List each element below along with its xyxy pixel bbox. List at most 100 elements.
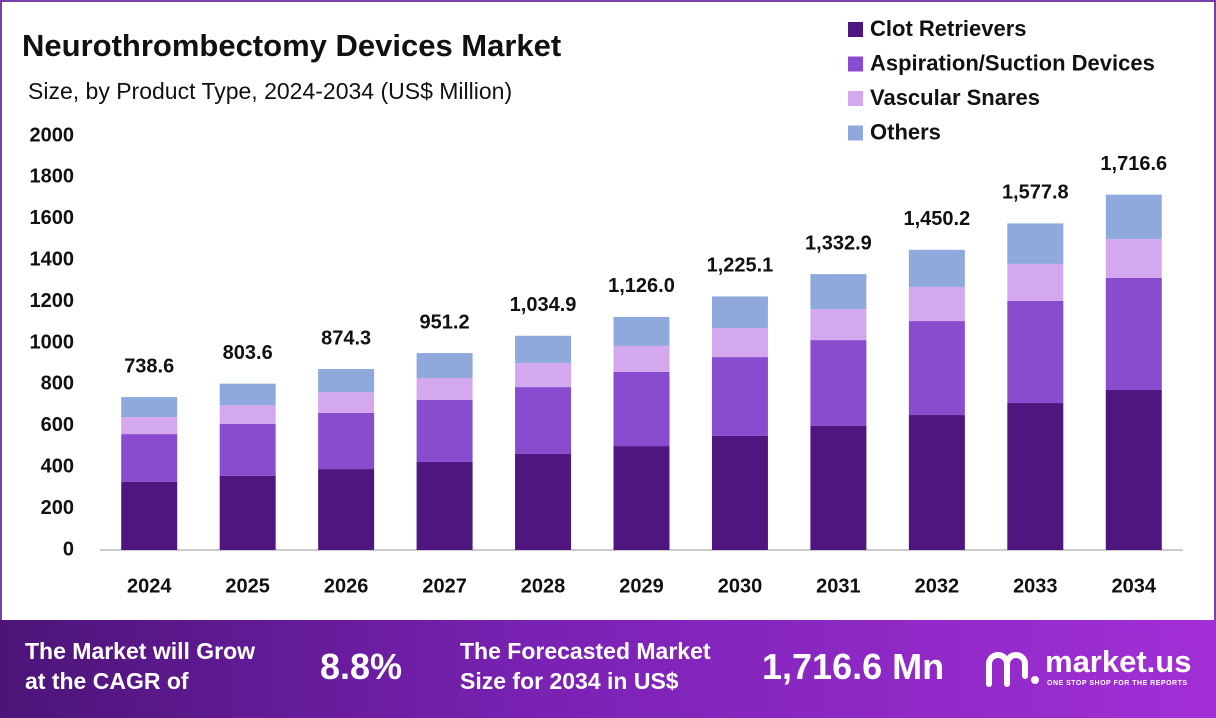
bar-segment <box>219 405 276 424</box>
bar-segment <box>1007 403 1064 550</box>
legend-swatch <box>848 22 863 37</box>
cagr-value: 8.8% <box>320 646 403 687</box>
forecast-text: The Forecasted Market Size for 2034 in U… <box>460 636 711 696</box>
legend-swatch <box>848 125 863 141</box>
bar-segment <box>219 475 276 550</box>
x-tick-label: 2029 <box>619 575 664 597</box>
legend-swatch <box>848 91 863 106</box>
brand-name: market.us <box>1045 644 1192 679</box>
bar-segment <box>416 399 473 463</box>
bar-segment <box>515 335 572 364</box>
total-label: 1,225.1 <box>707 255 774 277</box>
x-tick-label: 2024 <box>127 575 172 597</box>
bar-segment <box>1105 278 1162 390</box>
y-tick-label: 1600 <box>30 207 75 229</box>
total-label: 1,577.8 <box>1002 182 1069 204</box>
y-tick-label: 800 <box>41 373 74 395</box>
bar-segment <box>515 387 572 454</box>
legend-label: Others <box>870 119 941 144</box>
total-label: 803.6 <box>223 342 273 364</box>
brand-logo <box>986 652 1039 687</box>
bar-segment <box>219 423 276 476</box>
x-tick-label: 2033 <box>1013 575 1058 597</box>
y-tick-label: 2000 <box>30 124 75 146</box>
bar-segment <box>908 321 965 416</box>
frame <box>0 0 1216 620</box>
total-label: 1,450.2 <box>903 208 970 230</box>
bar-segment <box>121 397 178 418</box>
chart: Neurothrombectomy Devices Market Size, b… <box>0 0 1216 620</box>
total-label: 738.6 <box>124 355 174 377</box>
chart-title: Neurothrombectomy Devices Market <box>22 28 561 63</box>
bar-segment <box>613 316 670 346</box>
total-label: 1,126.0 <box>608 275 675 297</box>
y-tick-label: 1400 <box>30 248 75 270</box>
cagr-text-line: at the CAGR of <box>25 668 189 694</box>
brand-tagline: ONE STOP SHOP FOR THE REPORTS <box>1047 680 1188 687</box>
bar-segment <box>121 434 178 482</box>
x-tick-label: 2032 <box>915 575 960 597</box>
x-tick-label: 2034 <box>1112 575 1157 597</box>
bar-segment <box>318 392 375 413</box>
y-tick-label: 1200 <box>30 290 75 312</box>
legend-label: Aspiration/Suction Devices <box>870 50 1155 75</box>
x-tick-label: 2026 <box>324 575 369 597</box>
bar-segment <box>121 417 178 435</box>
forecast-value: 1,716.6 Mn <box>762 646 945 687</box>
bar-segment <box>318 412 375 470</box>
cagr-text-line: The Market will Grow <box>25 638 256 664</box>
bar-segment <box>1105 194 1162 240</box>
cagr-text: The Market will Grow at the CAGR of <box>25 636 255 696</box>
bar-segment <box>515 453 572 550</box>
bar-segment <box>1007 300 1064 404</box>
bar-segment <box>318 369 375 393</box>
y-tick-label: 400 <box>41 455 74 477</box>
bar-segment <box>908 249 965 287</box>
forecast-text-line: The Forecasted Market <box>460 638 711 664</box>
bar-segment <box>416 377 473 400</box>
bar-segment <box>711 296 768 329</box>
total-label: 951.2 <box>420 311 470 333</box>
bar-segment <box>810 274 867 310</box>
bar-segment <box>318 469 375 550</box>
chart-subtitle: Size, by Product Type, 2024-2034 (US$ Mi… <box>28 78 512 104</box>
y-tick-label: 600 <box>41 414 74 436</box>
bar-segment <box>711 328 768 358</box>
y-tick-label: 0 <box>63 538 74 560</box>
bar-segment <box>810 340 867 427</box>
bar-segment <box>416 462 473 550</box>
y-tick-label: 1000 <box>30 331 75 353</box>
bar-segment <box>810 426 867 550</box>
x-tick-label: 2027 <box>422 575 467 597</box>
x-tick-label: 2025 <box>225 575 270 597</box>
total-label: 1,332.9 <box>805 232 872 254</box>
bar-segment <box>121 481 178 550</box>
x-tick-label: 2028 <box>521 575 566 597</box>
bar-segment <box>515 363 572 388</box>
x-tick-label: 2031 <box>816 575 861 597</box>
bar-segment <box>1105 389 1162 550</box>
bar-segment <box>711 357 768 436</box>
bar-segment <box>810 309 867 341</box>
bar-segment <box>908 415 965 550</box>
y-tick-label: 200 <box>41 497 74 519</box>
bar-segment <box>908 286 965 322</box>
legend-label: Vascular Snares <box>870 85 1040 110</box>
y-tick-label: 1800 <box>30 166 75 188</box>
bar-segment <box>613 446 670 550</box>
x-tick-label: 2030 <box>718 575 763 597</box>
bar-segment <box>219 383 276 406</box>
footer-banner: The Market will Grow at the CAGR of 8.8%… <box>0 620 1216 718</box>
total-label: 1,034.9 <box>510 294 577 316</box>
bar-segment <box>613 371 670 447</box>
bar-segment <box>1007 263 1064 301</box>
total-label: 1,716.6 <box>1100 153 1167 175</box>
bar-segment <box>613 345 670 372</box>
bar-segment <box>1007 223 1064 264</box>
legend-label: Clot Retrievers <box>870 16 1027 41</box>
forecast-text-line: Size for 2034 in US$ <box>460 668 679 694</box>
total-label: 874.3 <box>321 327 371 349</box>
bar-segment <box>711 435 768 550</box>
bar-segment <box>1105 239 1162 279</box>
